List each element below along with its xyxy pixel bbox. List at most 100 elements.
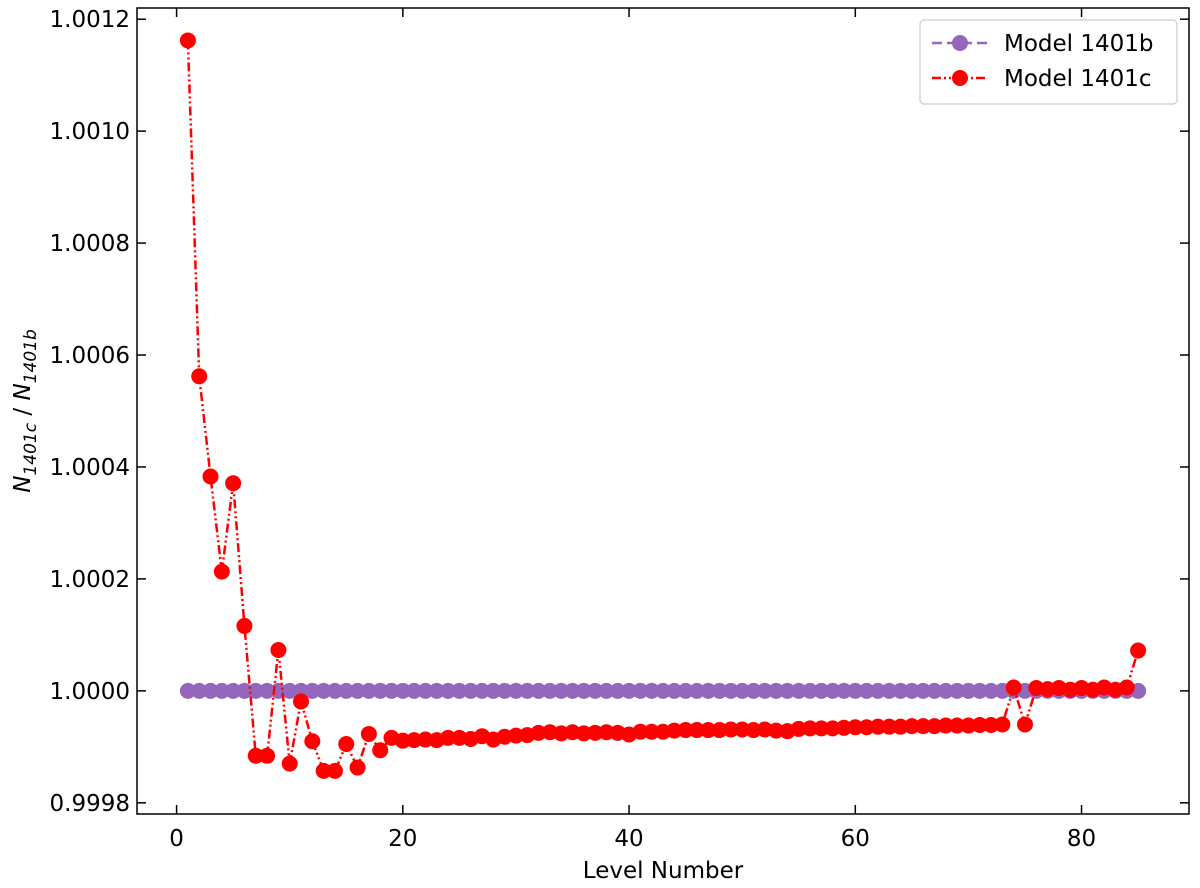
series-model-1401c [179,32,1147,779]
data-point [315,682,332,699]
data-point [304,733,321,750]
data-point [191,682,208,699]
plot-content [179,32,1147,779]
y-label-base-1: N [10,476,36,493]
data-point [440,682,457,699]
data-point [247,747,264,764]
data-point [858,719,875,736]
y-tick-label: 1.0002 [50,567,130,593]
data-point [1118,679,1135,696]
data-point [960,717,977,734]
data-point [428,682,445,699]
data-point [756,682,773,699]
data-point [994,716,1011,733]
data-point [179,32,196,49]
data-point [983,717,1000,733]
data-point [225,475,242,492]
y-label-base-2: N [10,383,36,400]
data-point [451,682,468,699]
data-point [790,682,807,699]
y-label-separator: / [10,401,36,423]
data-point [971,682,988,699]
x-tick-label: 60 [841,826,870,852]
data-point [598,724,615,741]
data-point [496,682,513,699]
data-point [519,682,536,699]
data-point [236,682,253,699]
data-point [734,721,751,738]
data-point [293,693,310,710]
data-point [236,617,253,634]
x-tick-label: 20 [388,826,417,852]
data-point [202,682,219,699]
data-point [587,682,604,699]
data-point [564,682,581,699]
data-point [688,722,705,739]
data-point [530,682,547,699]
data-point [338,682,355,699]
plot-area-frame [136,7,1190,815]
data-point [304,682,321,699]
data-point [858,682,875,699]
data-point [949,682,966,699]
y-label-sub-1: 1401c [21,422,41,475]
data-point [417,682,434,699]
legend-entry-model-1401b: Model 1401b [932,31,1154,57]
data-point [281,755,298,772]
data-point [575,725,592,742]
data-point [1130,642,1147,659]
data-point [225,682,242,699]
data-point [655,682,671,699]
data-point [971,717,988,733]
data-point [915,718,932,735]
data-point [360,682,377,699]
data-point [372,682,389,699]
data-point [360,725,377,742]
data-point [326,762,343,779]
legend-label-model-1401c: Model 1401c [1004,66,1152,92]
data-point [722,721,739,738]
data-point [609,682,626,699]
data-point [383,682,400,699]
data-point [903,718,920,735]
data-point [813,720,830,737]
data-point [892,718,909,735]
data-point [835,682,852,699]
data-point [937,682,954,699]
legend-swatch-marker-model-1401b [952,35,968,51]
data-point [338,736,355,753]
data-point [745,682,762,699]
data-point [960,682,977,699]
y-tick-label: 1.0000 [50,679,130,705]
data-point [869,682,886,699]
data-point [632,682,649,699]
y-tick-label: 1.0006 [50,343,130,369]
legend-box [919,19,1178,105]
data-point [768,682,785,699]
data-point [587,724,604,741]
data-point [349,759,366,776]
data-point [213,563,230,580]
data-point [881,682,898,699]
data-point [677,722,694,739]
data-point [666,722,683,739]
data-point [983,682,1000,699]
data-point [711,682,728,699]
legend: Model 1401b Model 1401c [919,19,1178,105]
axis-ticks: 0 20 40 60 80 0.9998 1.0000 1.0002 1.0004 1.0006 1… [50,7,1189,852]
data-point [1016,716,1033,733]
data-point [213,682,230,699]
data-point [598,682,615,699]
data-point [202,468,219,485]
x-axis-label: Level Number [583,858,744,884]
data-point [937,717,954,734]
data-point [779,682,796,699]
data-point [949,717,966,734]
x-tick-label: 40 [614,826,643,852]
data-point [621,682,638,699]
data-point [541,682,558,699]
data-point [507,682,524,699]
data-point [247,682,264,699]
data-point [507,727,524,744]
